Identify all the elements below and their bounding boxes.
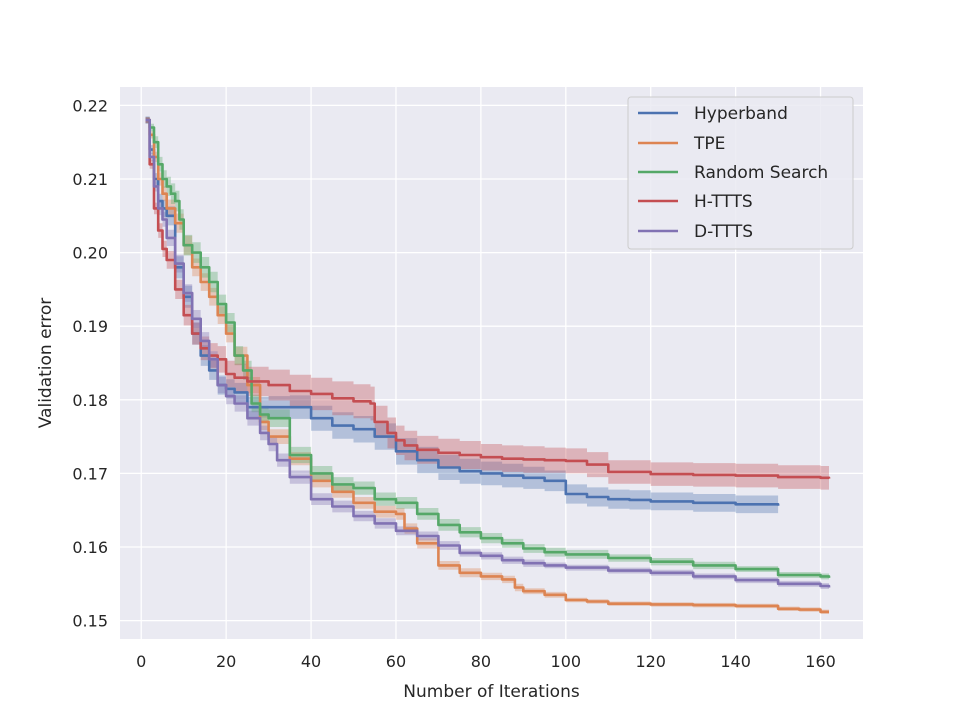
series-line-random-search (145, 118, 831, 578)
y-tick-label: 0.21 (72, 170, 108, 189)
series-line-h-ttts (145, 118, 831, 480)
series-lines (145, 118, 831, 614)
y-tick-label: 0.22 (72, 96, 108, 115)
series-line-d-ttts (145, 118, 831, 588)
y-tick-label: 0.20 (72, 244, 108, 263)
x-tick-label: 0 (136, 652, 146, 671)
x-tick-label: 20 (216, 652, 236, 671)
x-tick-label: 60 (386, 652, 406, 671)
x-tick-label: 80 (471, 652, 491, 671)
confidence-bands (145, 116, 829, 614)
x-tick-label: 100 (551, 652, 582, 671)
legend-label-tpe: TPE (693, 134, 725, 154)
x-tick-label: 140 (720, 652, 751, 671)
y-tick-label: 0.18 (72, 391, 108, 410)
x-axis-ticks: 0 20 40 60 80 100 120 140 160 (136, 652, 836, 671)
x-tick-label: 160 (805, 652, 836, 671)
x-axis-label: Number of Iterations (403, 682, 580, 702)
legend-label-d-ttts: D-TTTS (694, 222, 753, 242)
legend-frame (627, 96, 854, 250)
y-axis-ticks: 0.15 0.16 0.17 0.18 0.19 0.20 0.21 0.22 (72, 96, 108, 630)
legend-label-random-search: Random Search (694, 163, 828, 183)
y-tick-label: 0.17 (72, 464, 108, 483)
y-axis-label: Validation error (36, 298, 56, 429)
x-tick-label: 40 (301, 652, 321, 671)
y-tick-label: 0.16 (72, 538, 108, 557)
band-h-ttts (145, 117, 829, 491)
band-hyperband (145, 116, 779, 515)
legend-label-h-ttts: H-TTTS (694, 192, 753, 212)
y-tick-label: 0.15 (72, 612, 108, 631)
y-tick-label: 0.19 (72, 317, 108, 336)
legend: Hyperband TPE Random Search H-TTTS D-TTT… (627, 96, 854, 250)
x-tick-label: 120 (635, 652, 666, 671)
legend-label-hyperband: Hyperband (694, 104, 788, 124)
